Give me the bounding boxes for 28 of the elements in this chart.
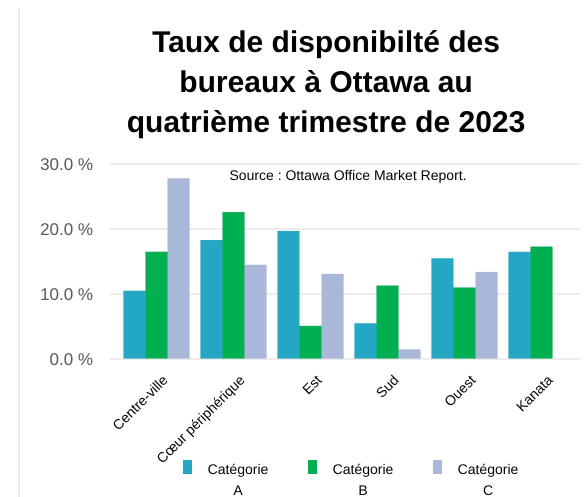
y-tick-label: 0.0 % [50,350,93,369]
legend-label: Catégorie A [208,461,269,497]
bar [431,258,454,359]
y-tick-label: 10.0 % [40,284,93,304]
y-tick-label: 30.0 % [40,154,93,174]
bar [168,178,190,359]
bar [200,240,222,359]
x-tick-label: Sud [372,372,402,401]
chart-title: Taux de disponibilté des bureaux à Ottawa au quatrième trimestre de 2023 [126,26,526,139]
bar [453,288,476,359]
bar [398,349,421,359]
bar [222,212,245,359]
bar [376,286,399,359]
x-tick-label: Est [299,372,325,398]
bar [354,323,376,359]
bar [476,272,498,359]
legend-label: Catégorie B [332,461,394,497]
bar [145,252,168,359]
bar [530,246,553,359]
legend-label: Catégorie C [458,461,519,497]
bar [299,326,322,359]
bar [277,230,300,359]
bar [244,264,267,359]
bar [123,290,146,359]
bar [508,252,530,359]
bar [322,274,344,359]
annotation: Source : Ottawa Office Market Report. [229,167,467,183]
y-tick-label: 20.0 % [40,220,93,239]
